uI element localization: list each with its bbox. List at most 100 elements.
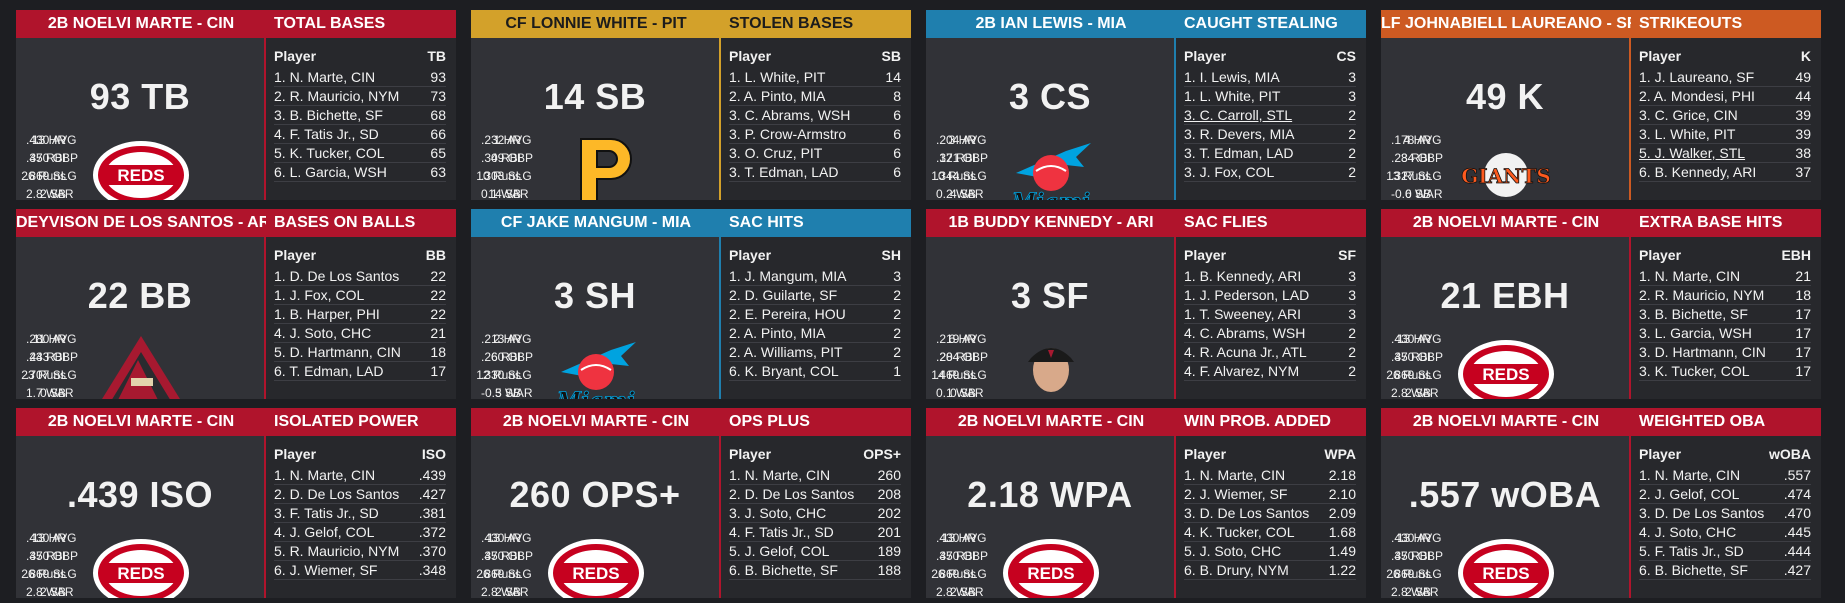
leader-player-name[interactable]: 2B NOELVI MARTE - CIN [47, 15, 235, 32]
row-player-name[interactable]: 5. J. Soto, CHC [1184, 543, 1282, 559]
row-player-name[interactable]: 2. D. Guilarte, SF [729, 287, 838, 303]
row-player-name[interactable]: 4. J. Soto, CHC [274, 325, 372, 341]
table-row[interactable]: 2. D. De Los Santos 208 [729, 485, 901, 504]
table-row[interactable]: 3. R. Devers, MIA 2 [1184, 125, 1356, 144]
table-row[interactable]: 3. J. Soto, CHC 202 [729, 504, 901, 523]
row-player-name[interactable]: 6. B. Drury, NYM [1184, 562, 1289, 578]
row-player-name[interactable]: 3. D. De Los Santos [1639, 505, 1765, 521]
row-player-name[interactable]: 3. K. Tucker, COL [1639, 363, 1750, 379]
row-player-name[interactable]: 4. F. Tatis Jr., SD [274, 126, 379, 142]
row-player-name[interactable]: 5. D. Hartmann, CIN [274, 344, 401, 360]
leader-player-name[interactable]: 2B NOELVI MARTE - CIN [1412, 413, 1600, 430]
table-row[interactable]: 2. E. Pereira, HOU 2 [729, 305, 901, 324]
leader-player-name[interactable]: DEYVISON DE LOS SANTOS - ARI [16, 214, 266, 231]
row-player-name[interactable]: 2. D. De Los Santos [274, 486, 400, 502]
row-player-name[interactable]: 1. J. Pederson, LAD [1184, 287, 1310, 303]
table-row[interactable]: 6. B. Bichette, SF 188 [729, 561, 901, 580]
row-player-name[interactable]: 2. E. Pereira, HOU [729, 306, 846, 322]
row-player-name[interactable]: 2. A. Pinto, MIA [729, 88, 826, 104]
row-player-name[interactable]: 5. R. Mauricio, NYM [274, 543, 400, 559]
row-player-name[interactable]: 3. D. Hartmann, CIN [1639, 344, 1766, 360]
table-row[interactable]: 3. D. De Los Santos .470 [1639, 504, 1811, 523]
row-player-name[interactable]: 2. A. Williams, PIT [729, 344, 843, 360]
table-row[interactable]: 4. K. Tucker, COL 1.68 [1184, 523, 1356, 542]
stat-leader-card[interactable]: LF JOHNABIELL LAUREANO - SF STRIKEOUTS 4… [1381, 10, 1821, 200]
row-player-name[interactable]: 3. P. Crow-Armstro [729, 126, 847, 142]
leader-player-name[interactable]: 2B NOELVI MARTE - CIN [502, 413, 690, 430]
row-player-name[interactable]: 5. J. Walker, STL [1639, 145, 1746, 161]
table-row[interactable]: 4. F. Tatis Jr., SD 201 [729, 523, 901, 542]
table-row[interactable]: 3. L. White, PIT 39 [1639, 125, 1811, 144]
row-player-name[interactable]: 1. D. De Los Santos [274, 268, 400, 284]
table-row[interactable]: 2. A. Pinto, MIA 8 [729, 87, 901, 106]
row-player-name[interactable]: 3. B. Bichette, SF [1639, 306, 1748, 322]
row-player-name[interactable]: 3. F. Tatis Jr., SD [274, 505, 379, 521]
table-row[interactable]: 1. D. De Los Santos 22 [274, 267, 446, 286]
row-player-name[interactable]: 2. A. Mondesi, PHI [1639, 88, 1755, 104]
table-row[interactable]: 3. D. Hartmann, CIN 17 [1639, 343, 1811, 362]
stat-leader-card[interactable]: CF JAKE MANGUM - MIA SAC HITS 3 SH .213 … [471, 209, 911, 399]
row-player-name[interactable]: 6. L. Garcia, WSH [274, 164, 387, 180]
row-player-name[interactable]: 3. R. Devers, MIA [1184, 126, 1295, 142]
leader-player-name[interactable]: 2B NOELVI MARTE - CIN [47, 413, 235, 430]
row-player-name[interactable]: 1. N. Marte, CIN [1639, 467, 1741, 483]
table-row[interactable]: 6. B. Kennedy, ARI 37 [1639, 163, 1811, 182]
table-row[interactable]: 5. F. Tatis Jr., SD .444 [1639, 542, 1811, 561]
row-player-name[interactable]: 2. A. Pinto, MIA [729, 325, 826, 341]
row-player-name[interactable]: 1. N. Marte, CIN [274, 467, 376, 483]
table-row[interactable]: 6. B. Drury, NYM 1.22 [1184, 561, 1356, 580]
row-player-name[interactable]: 1. B. Harper, PHI [274, 306, 380, 322]
stat-leader-card[interactable]: 2B NOELVI MARTE - CIN WIN PROB. ADDED 2.… [926, 408, 1366, 598]
leader-player-name[interactable]: 2B NOELVI MARTE - CIN [1412, 214, 1600, 231]
table-row[interactable]: 3. K. Tucker, COL 17 [1639, 362, 1811, 381]
leader-player-name[interactable]: 2B IAN LEWIS - MIA [975, 15, 1127, 32]
row-player-name[interactable]: 3. C. Carroll, STL [1184, 107, 1293, 123]
row-player-name[interactable]: 3. T. Edman, LAD [729, 164, 839, 180]
table-row[interactable]: 4. R. Acuna Jr., ATL 2 [1184, 343, 1356, 362]
row-player-name[interactable]: 3. L. Garcia, WSH [1639, 325, 1752, 341]
row-player-name[interactable]: 6. B. Bichette, SF [729, 562, 838, 578]
table-row[interactable]: 6. L. Garcia, WSH 63 [274, 163, 446, 182]
row-player-name[interactable]: 1. N. Marte, CIN [274, 69, 376, 85]
leader-player-name[interactable]: 2B NOELVI MARTE - CIN [957, 413, 1145, 430]
table-row[interactable]: 5. J. Gelof, COL 189 [729, 542, 901, 561]
leader-player-name[interactable]: CF JAKE MANGUM - MIA [500, 214, 692, 231]
table-row[interactable]: 1. T. Sweeney, ARI 3 [1184, 305, 1356, 324]
table-row[interactable]: 1. N. Marte, CIN .557 [1639, 466, 1811, 485]
table-row[interactable]: 3. P. Crow-Armstro 6 [729, 125, 901, 144]
table-row[interactable]: 5. J. Walker, STL 38 [1639, 144, 1811, 163]
table-row[interactable]: 5. K. Tucker, COL 65 [274, 144, 446, 163]
table-row[interactable]: 4. F. Alvarez, NYM 2 [1184, 362, 1356, 381]
table-row[interactable]: 1. N. Marte, CIN 21 [1639, 267, 1811, 286]
table-row[interactable]: 2. D. De Los Santos .427 [274, 485, 446, 504]
row-player-name[interactable]: 4. R. Acuna Jr., ATL [1184, 344, 1307, 360]
table-row[interactable]: 4. F. Tatis Jr., SD 66 [274, 125, 446, 144]
stat-leader-card[interactable]: 2B NOELVI MARTE - CIN ISOLATED POWER .43… [16, 408, 456, 598]
table-row[interactable]: 1. J. Mangum, MIA 3 [729, 267, 901, 286]
table-row[interactable]: 3. C. Grice, CIN 39 [1639, 106, 1811, 125]
table-row[interactable]: 1. J. Laureano, SF 49 [1639, 68, 1811, 87]
row-player-name[interactable]: 4. K. Tucker, COL [1184, 524, 1295, 540]
row-player-name[interactable]: 1. B. Kennedy, ARI [1184, 268, 1302, 284]
row-player-name[interactable]: 3. T. Edman, LAD [1184, 145, 1294, 161]
table-row[interactable]: 1. N. Marte, CIN .439 [274, 466, 446, 485]
table-row[interactable]: 1. B. Kennedy, ARI 3 [1184, 267, 1356, 286]
row-player-name[interactable]: 2. J. Gelof, COL [1639, 486, 1740, 502]
row-player-name[interactable]: 3. J. Fox, COL [1184, 164, 1275, 180]
table-row[interactable]: 2. D. Guilarte, SF 2 [729, 286, 901, 305]
row-player-name[interactable]: 4. F. Alvarez, NYM [1184, 363, 1300, 379]
table-row[interactable]: 4. J. Gelof, COL .372 [274, 523, 446, 542]
leader-player-name[interactable]: CF LONNIE WHITE - PIT [505, 15, 687, 32]
table-row[interactable]: 3. J. Fox, COL 2 [1184, 163, 1356, 182]
leader-player-name[interactable]: LF JOHNABIELL LAUREANO - SF [1381, 15, 1631, 32]
row-player-name[interactable]: 2. D. De Los Santos [729, 486, 855, 502]
table-row[interactable]: 1. J. Fox, COL 22 [274, 286, 446, 305]
stat-leader-card[interactable]: 2B NOELVI MARTE - CIN EXTRA BASE HITS 21… [1381, 209, 1821, 399]
table-row[interactable]: 1. N. Marte, CIN 93 [274, 68, 446, 87]
row-player-name[interactable]: 1. L. White, PIT [729, 69, 826, 85]
table-row[interactable]: 2. R. Mauricio, NYM 18 [1639, 286, 1811, 305]
stat-leader-card[interactable]: 2B IAN LEWIS - MIA CAUGHT STEALING 3 CS … [926, 10, 1366, 200]
stat-leader-card[interactable]: 2B NOELVI MARTE - CIN WEIGHTED OBA .557 … [1381, 408, 1821, 598]
row-player-name[interactable]: 6. K. Bryant, COL [729, 363, 839, 379]
table-row[interactable]: 3. T. Edman, LAD 2 [1184, 144, 1356, 163]
